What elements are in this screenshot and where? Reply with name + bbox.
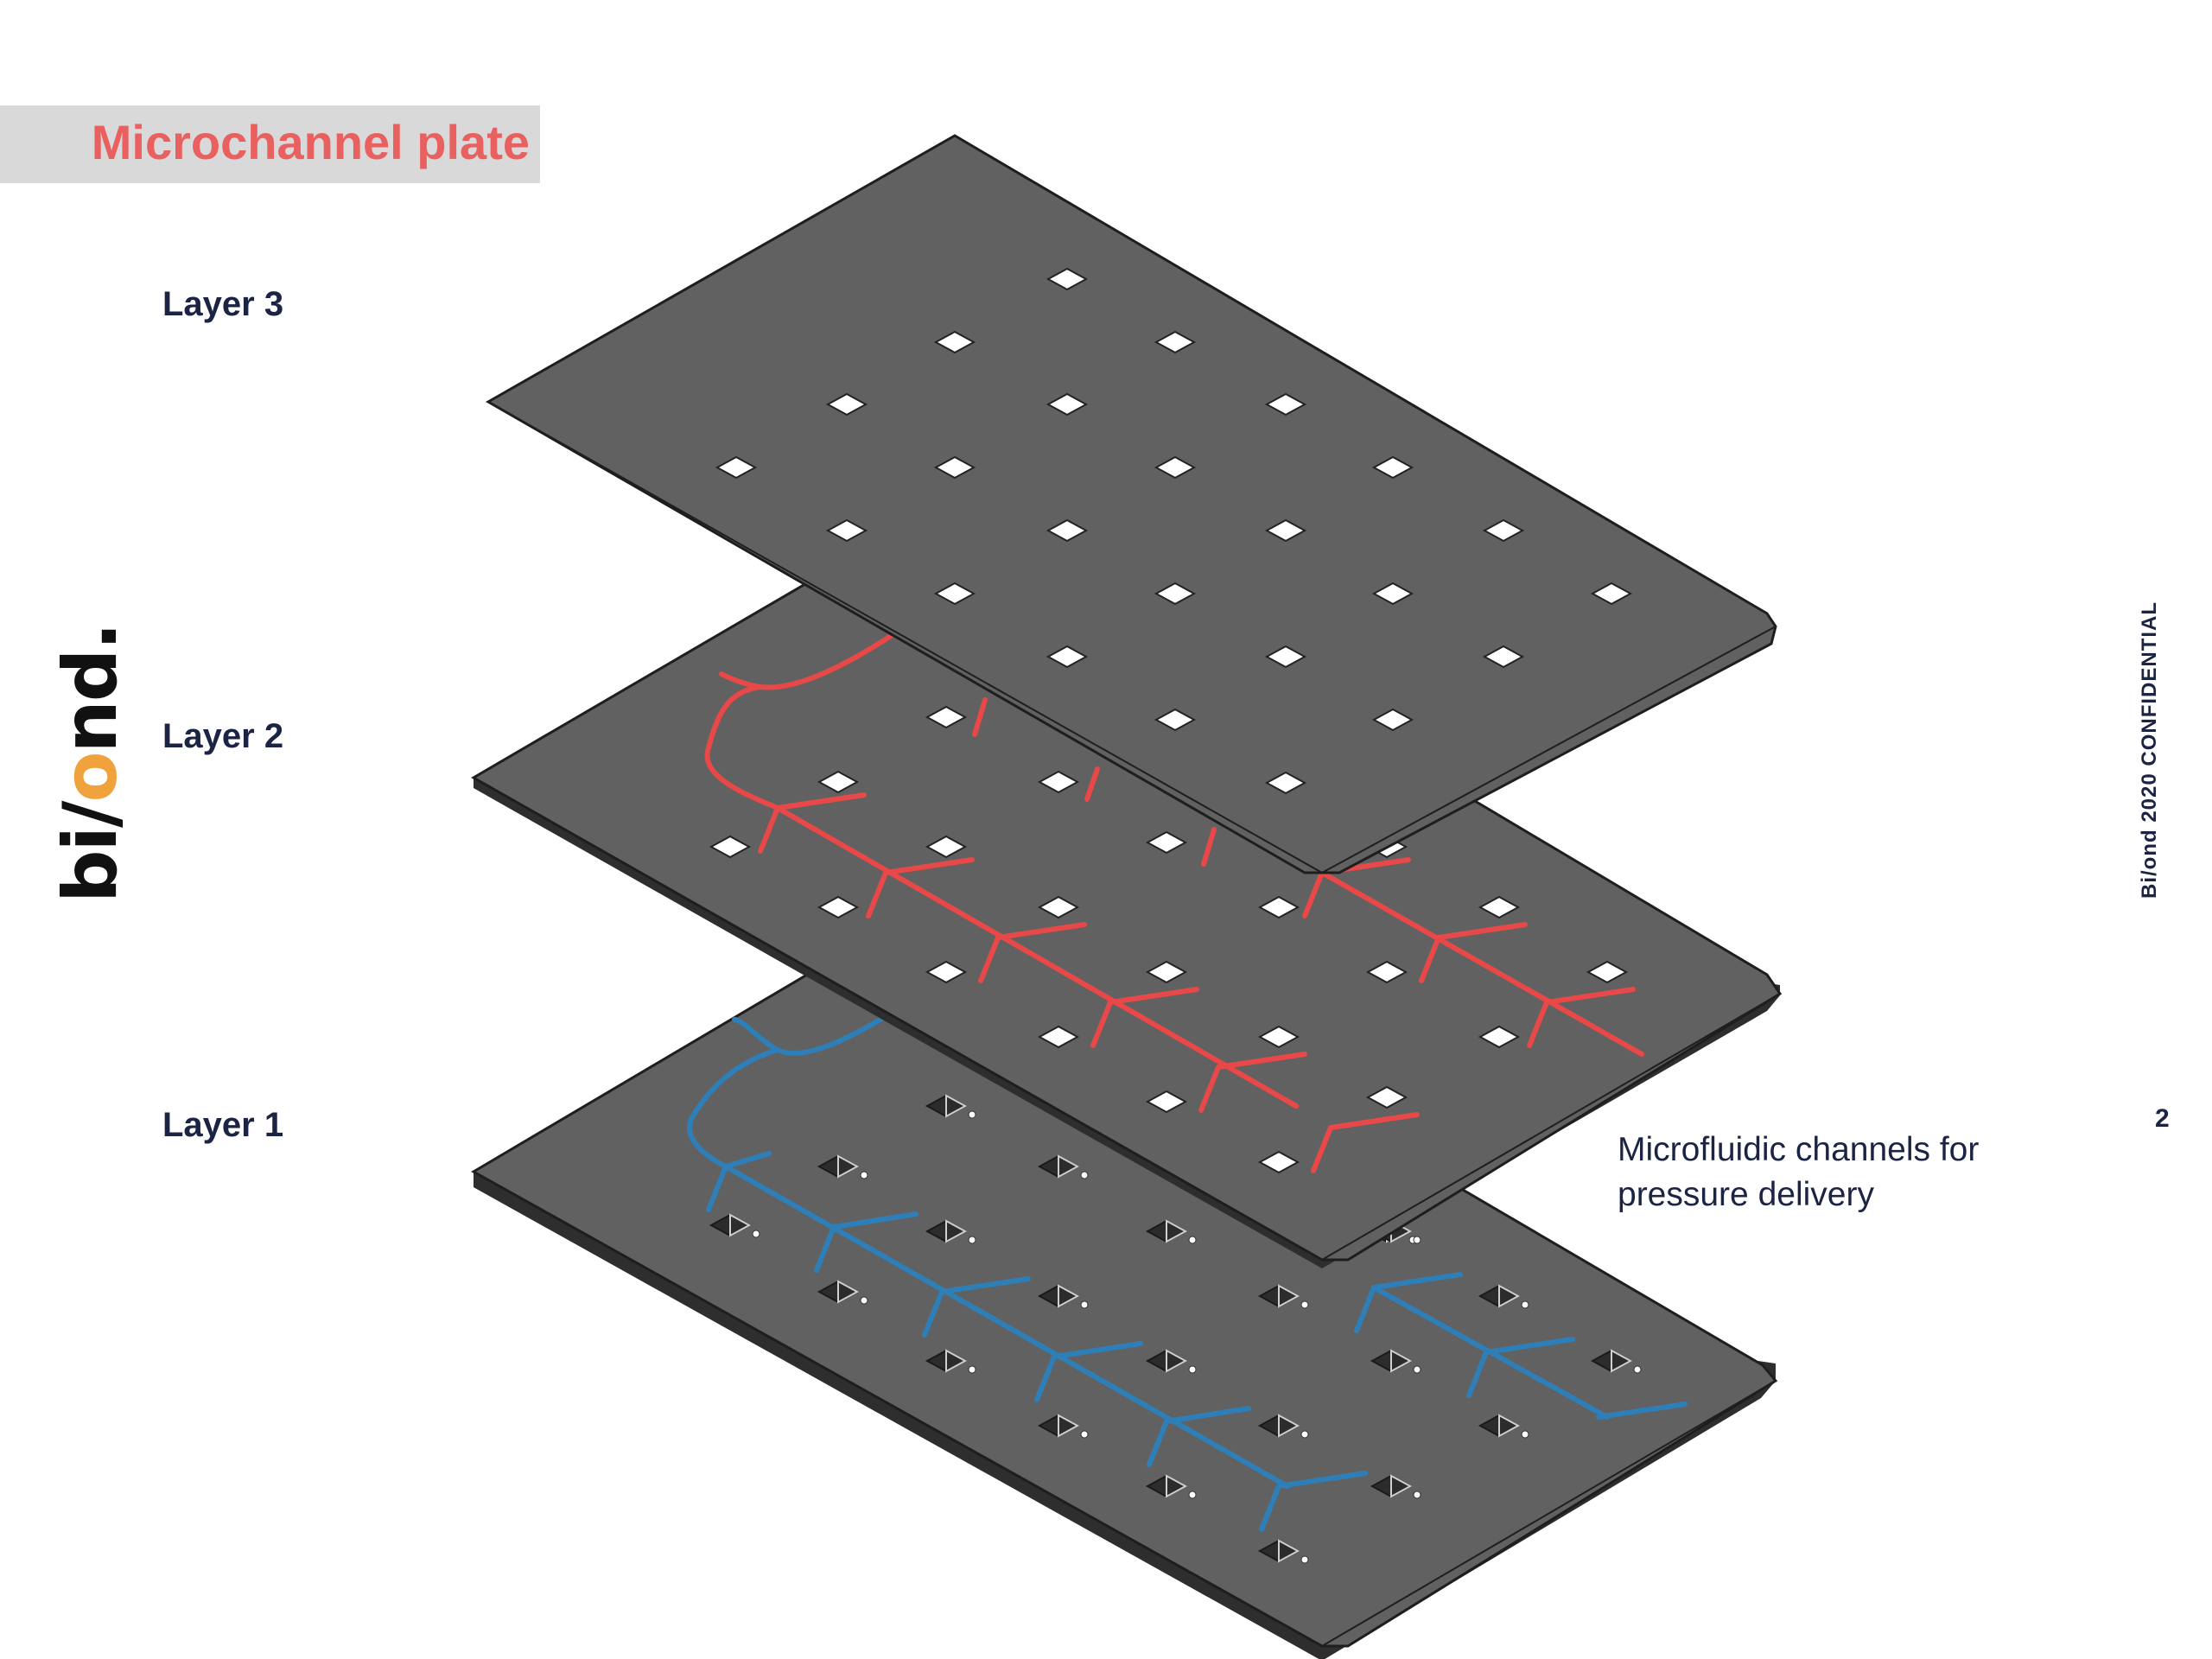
layer-3-label: Layer 3 xyxy=(162,285,284,323)
layer-2-plate xyxy=(470,493,1783,1268)
layer-1-label: Layer 1 xyxy=(162,1106,284,1144)
layer-1-channels xyxy=(687,1000,1688,1532)
layer-2-channels xyxy=(704,628,1644,1173)
layer-2-label: Layer 2 xyxy=(162,717,284,755)
layer-3-plate xyxy=(485,134,1777,874)
title-band: Microchannel plate xyxy=(0,105,540,183)
channels-caption: Microfluidic channels for pressure deliv… xyxy=(1618,1131,1980,1213)
page-title: Microchannel plate xyxy=(91,115,530,169)
page-number: 2 xyxy=(2155,1104,2170,1133)
